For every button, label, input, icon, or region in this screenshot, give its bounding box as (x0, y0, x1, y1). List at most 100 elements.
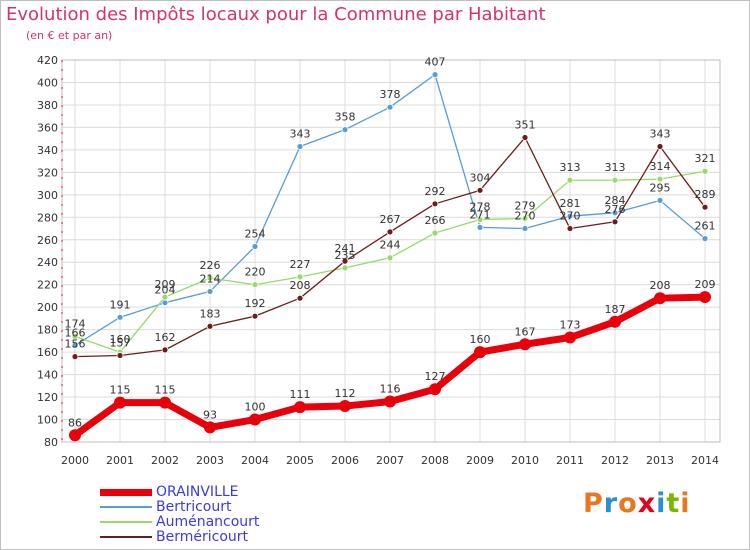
data-point-0 (339, 400, 351, 413)
data-label-0: 187 (605, 303, 626, 316)
x-tick-label: 2002 (151, 454, 179, 467)
data-label-3: 162 (155, 331, 176, 344)
data-point-1 (116, 313, 124, 321)
proxiti-logo: Proxiti (583, 488, 691, 519)
y-tick-label: 420 (37, 54, 58, 67)
series-lines (69, 71, 711, 442)
logo-letter: x (637, 488, 657, 519)
legend-swatch-bermericourt (100, 536, 152, 538)
data-label-2: 313 (605, 161, 626, 174)
data-label-3: 156 (65, 338, 86, 351)
data-label-2: 278 (470, 201, 491, 214)
data-point-1 (566, 212, 574, 220)
x-tick-label: 2001 (106, 454, 134, 467)
x-tick-label: 2014 (691, 454, 719, 467)
data-label-0: 209 (695, 278, 716, 291)
data-point-0 (699, 291, 711, 304)
data-point-2 (566, 176, 574, 184)
y-tick-label: 280 (37, 211, 58, 224)
data-label-0: 208 (650, 279, 671, 292)
data-label-3: 304 (470, 171, 491, 184)
data-point-3 (656, 143, 664, 150)
data-label-1: 270 (515, 210, 536, 223)
data-point-2 (251, 281, 259, 289)
data-point-0 (429, 383, 441, 396)
data-label-3: 183 (200, 307, 221, 320)
data-label-1: 204 (155, 284, 176, 297)
data-label-3: 270 (560, 210, 581, 223)
y-tick-label: 300 (37, 189, 58, 202)
data-point-2 (656, 175, 664, 183)
x-tick-label: 2006 (331, 454, 359, 467)
data-label-2: 209 (155, 278, 176, 291)
x-tick-label: 2008 (421, 454, 449, 467)
data-label-0: 86 (68, 416, 82, 429)
legend-swatch-aumenancourt (100, 521, 152, 523)
logo-letter: i (680, 488, 691, 519)
data-point-3 (386, 228, 394, 236)
data-point-2 (206, 274, 214, 282)
x-tick-label: 2012 (601, 454, 629, 467)
data-point-3 (296, 294, 304, 302)
data-label-3: 351 (515, 119, 536, 132)
logo-letter: t (666, 488, 681, 519)
data-label-0: 160 (470, 333, 491, 346)
y-tick-label: 220 (37, 279, 58, 292)
legend-label-bermericourt: Berméricourt (156, 529, 249, 545)
logo-letter: P (583, 488, 604, 519)
data-point-3 (206, 322, 214, 330)
data-label-1: 281 (560, 197, 581, 210)
data-point-1 (71, 341, 79, 349)
y-tick-label: 80 (44, 436, 58, 449)
data-label-2: 174 (65, 317, 86, 330)
chart-svg: 80 100 120 140 160 180 200 220 240 260 280 300 320 34… (37, 54, 721, 467)
data-label-2: 314 (650, 160, 671, 173)
data-label-2: 266 (425, 214, 446, 227)
data-point-1 (386, 103, 394, 111)
data-label-1: 254 (245, 228, 266, 241)
data-point-1 (476, 224, 484, 231)
x-tick-label: 2005 (286, 454, 314, 467)
legend-swatch-orainville (100, 489, 152, 496)
logo-letter: i (656, 488, 667, 519)
data-label-2: 279 (515, 199, 536, 212)
data-label-0: 127 (425, 370, 446, 383)
y-tick-label: 380 (37, 99, 58, 112)
y-tick-label: 360 (37, 121, 58, 134)
data-point-2 (161, 293, 169, 301)
data-point-2 (386, 254, 394, 262)
data-point-0 (519, 338, 531, 351)
y-tick-label: 140 (37, 369, 58, 382)
data-label-2: 313 (560, 161, 581, 174)
data-point-0 (159, 396, 171, 409)
x-tick-label: 2003 (196, 454, 224, 467)
x-tick-label: 2011 (556, 454, 584, 467)
data-label-1: 271 (470, 208, 491, 221)
data-label-3: 192 (245, 297, 266, 310)
data-point-2 (71, 332, 79, 340)
logo-letter: r (603, 488, 619, 519)
logo-letter: o (618, 488, 638, 519)
data-point-2 (296, 273, 304, 281)
data-point-3 (116, 352, 124, 359)
data-label-3: 276 (605, 203, 626, 216)
y-tick-label: 400 (37, 76, 58, 89)
data-point-0 (204, 421, 216, 434)
data-label-1: 284 (605, 194, 626, 207)
y-tick-label: 240 (37, 256, 58, 269)
data-point-3 (161, 346, 169, 354)
data-point-0 (609, 315, 621, 328)
data-point-0 (384, 395, 396, 408)
data-label-1: 261 (695, 220, 716, 233)
data-label-1: 407 (425, 56, 446, 69)
data-point-2 (701, 167, 709, 175)
data-label-0: 167 (515, 325, 536, 338)
data-label-0: 115 (155, 384, 176, 397)
data-label-1: 191 (110, 298, 131, 311)
data-label-0: 93 (203, 408, 217, 421)
data-point-2 (341, 264, 349, 272)
data-point-1 (656, 197, 664, 204)
data-label-0: 116 (380, 383, 401, 396)
data-label-3: 241 (335, 242, 356, 255)
